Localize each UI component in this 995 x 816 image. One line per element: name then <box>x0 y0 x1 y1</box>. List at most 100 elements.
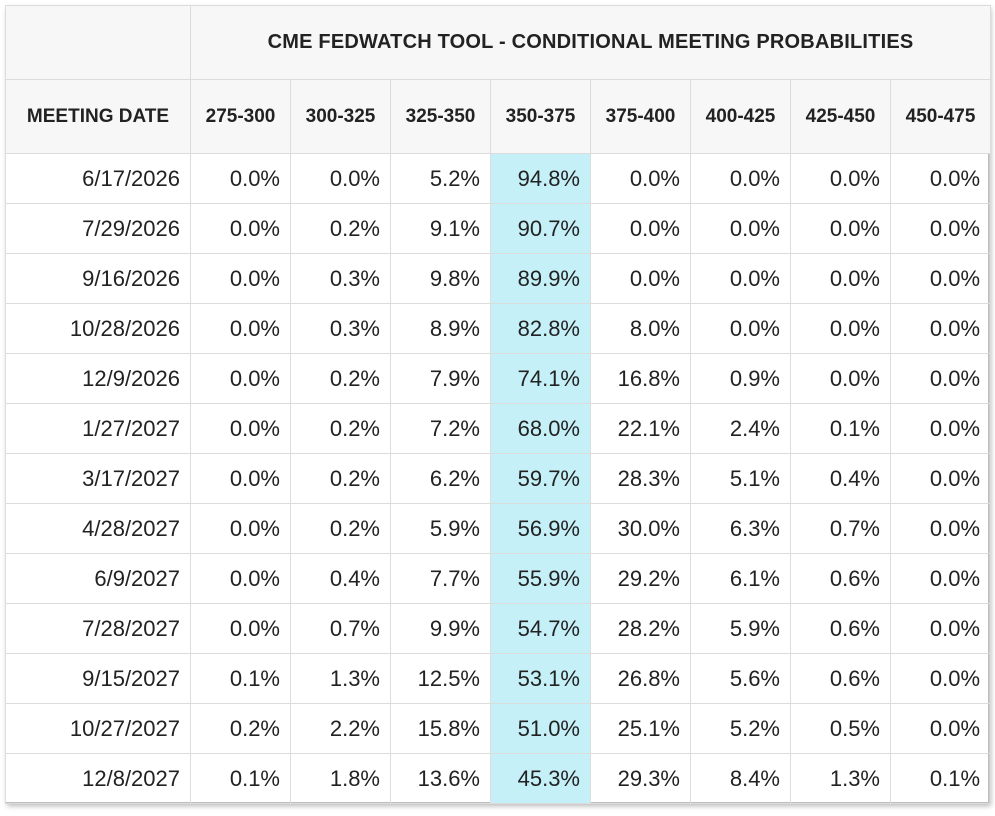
table-body: 6/17/2026 0.0% 0.0% 5.2% 94.8% 0.0% 0.0% 0.0% 0.… <box>5 153 992 804</box>
highlighted-probability-cell: 55.9% <box>490 553 591 604</box>
probability-cell: 0.0% <box>590 203 691 254</box>
column-header: 375-400 <box>590 79 691 154</box>
probability-cell: 0.0% <box>590 153 691 204</box>
probability-cell: 0.0% <box>889 253 992 304</box>
probability-cell: 0.0% <box>889 703 992 754</box>
table-title: CME FEDWATCH TOOL - CONDITIONAL MEETING … <box>189 5 992 80</box>
title-row: CME FEDWATCH TOOL - CONDITIONAL MEETING … <box>5 5 992 80</box>
probability-cell: 0.0% <box>190 153 291 204</box>
meeting-date-cell: 1/27/2027 <box>5 403 191 454</box>
probability-cell: 0.0% <box>889 153 992 204</box>
table-row: 12/9/2026 0.0% 0.2% 7.9% 74.1% 16.8% 0.9% 0.0% 0… <box>5 353 992 404</box>
meeting-date-cell: 7/29/2026 <box>5 203 191 254</box>
probability-cell: 0.0% <box>190 403 291 454</box>
table-row: 3/17/2027 0.0% 0.2% 6.2% 59.7% 28.3% 5.1% 0.4% 0… <box>5 453 992 504</box>
table-row: 10/27/2027 0.2% 2.2% 15.8% 51.0% 25.1% 5.2% 0.5… <box>5 703 992 754</box>
column-header: 300-325 <box>290 79 391 154</box>
probability-cell: 7.7% <box>390 553 491 604</box>
probability-cell: 0.1% <box>190 753 291 804</box>
probability-cell: 28.3% <box>590 453 691 504</box>
probability-cell: 0.0% <box>190 353 291 404</box>
table-row: 7/28/2027 0.0% 0.7% 9.9% 54.7% 28.2% 5.9% 0.6% 0… <box>5 603 992 654</box>
column-header: 325-350 <box>390 79 491 154</box>
meeting-date-cell: 9/16/2026 <box>5 253 191 304</box>
probability-cell: 0.0% <box>190 603 291 654</box>
probability-cell: 0.3% <box>290 303 391 354</box>
probability-cell: 25.1% <box>590 703 691 754</box>
highlighted-probability-cell: 54.7% <box>490 603 591 654</box>
highlighted-probability-cell: 74.1% <box>490 353 591 404</box>
meeting-date-cell: 6/9/2027 <box>5 553 191 604</box>
column-header: 275-300 <box>190 79 291 154</box>
probability-cell: 5.2% <box>390 153 491 204</box>
probability-cell: 0.0% <box>190 253 291 304</box>
highlighted-probability-cell: 68.0% <box>490 403 591 454</box>
column-header: 450-475 <box>889 79 992 154</box>
probability-cell: 0.0% <box>190 203 291 254</box>
probability-cell: 2.2% <box>290 703 391 754</box>
probability-cell: 7.2% <box>390 403 491 454</box>
probability-cell: 0.0% <box>790 353 891 404</box>
probability-cell: 1.8% <box>290 753 391 804</box>
meeting-date-cell: 10/28/2026 <box>5 303 191 354</box>
probability-cell: 13.6% <box>390 753 491 804</box>
meeting-date-cell: 3/17/2027 <box>5 453 191 504</box>
probability-cell: 8.0% <box>590 303 691 354</box>
table-row: 1/27/2027 0.0% 0.2% 7.2% 68.0% 22.1% 2.4% 0.1% 0… <box>5 403 992 454</box>
probability-cell: 0.5% <box>790 703 891 754</box>
table-row: 9/15/2027 0.1% 1.3% 12.5% 53.1% 26.8% 5.6% 0.6%… <box>5 653 992 704</box>
probability-cell: 0.0% <box>889 203 992 254</box>
highlighted-probability-cell: 51.0% <box>490 703 591 754</box>
highlighted-probability-cell: 82.8% <box>490 303 591 354</box>
table-row: 4/28/2027 0.0% 0.2% 5.9% 56.9% 30.0% 6.3% 0.7% 0… <box>5 503 992 554</box>
probability-cell: 16.8% <box>590 353 691 404</box>
highlighted-probability-cell: 94.8% <box>490 153 591 204</box>
meeting-date-cell: 12/9/2026 <box>5 353 191 404</box>
table-row: 6/9/2027 0.0% 0.4% 7.7% 55.9% 29.2% 6.1% 0.6% 0.… <box>5 553 992 604</box>
probability-cell: 0.0% <box>889 653 992 704</box>
probability-cell: 29.3% <box>590 753 691 804</box>
probability-cell: 7.9% <box>390 353 491 404</box>
probability-cell: 0.0% <box>190 503 291 554</box>
probability-cell: 30.0% <box>590 503 691 554</box>
probability-cell: 0.0% <box>790 153 891 204</box>
probability-cell: 12.5% <box>390 653 491 704</box>
probability-cell: 0.0% <box>690 153 791 204</box>
probability-cell: 0.0% <box>190 303 291 354</box>
column-header: 350-375 <box>490 79 591 154</box>
probability-cell: 0.0% <box>889 303 992 354</box>
meeting-date-cell: 6/17/2026 <box>5 153 191 204</box>
probability-cell: 0.0% <box>889 353 992 404</box>
table-row: 12/8/2027 0.1% 1.8% 13.6% 45.3% 29.3% 8.4% 1.3%… <box>5 753 992 804</box>
meeting-date-cell: 12/8/2027 <box>5 753 191 804</box>
probability-cell: 0.6% <box>790 653 891 704</box>
probability-cell: 15.8% <box>390 703 491 754</box>
probability-table: CME FEDWATCH TOOL - CONDITIONAL MEETING … <box>5 5 992 804</box>
column-header: 425-450 <box>790 79 891 154</box>
table-row: 7/29/2026 0.0% 0.2% 9.1% 90.7% 0.0% 0.0% 0.0% 0.… <box>5 203 992 254</box>
highlighted-probability-cell: 45.3% <box>490 753 591 804</box>
probability-cell: 0.9% <box>690 353 791 404</box>
probability-cell: 0.0% <box>790 203 891 254</box>
meeting-date-cell: 7/28/2027 <box>5 603 191 654</box>
probability-cell: 0.0% <box>690 253 791 304</box>
meeting-date-cell: 9/15/2027 <box>5 653 191 704</box>
table-row: 10/28/2026 0.0% 0.3% 8.9% 82.8% 8.0% 0.0% 0.0% 0… <box>5 303 992 354</box>
probability-cell: 5.2% <box>690 703 791 754</box>
probability-cell: 5.9% <box>690 603 791 654</box>
probability-cell: 0.6% <box>790 603 891 654</box>
probability-cell: 0.2% <box>290 353 391 404</box>
probability-cell: 0.4% <box>790 453 891 504</box>
probability-table-card: CME FEDWATCH TOOL - CONDITIONAL MEETING … <box>5 5 992 804</box>
probability-cell: 0.1% <box>790 403 891 454</box>
meeting-date-header: MEETING DATE <box>5 79 191 154</box>
highlighted-probability-cell: 89.9% <box>490 253 591 304</box>
meeting-date-cell: 4/28/2027 <box>5 503 191 554</box>
probability-cell: 0.0% <box>290 153 391 204</box>
probability-cell: 22.1% <box>590 403 691 454</box>
probability-cell: 0.1% <box>889 753 992 804</box>
table-row: 9/16/2026 0.0% 0.3% 9.8% 89.9% 0.0% 0.0% 0.0% 0.… <box>5 253 992 304</box>
probability-cell: 6.1% <box>690 553 791 604</box>
probability-cell: 0.0% <box>590 253 691 304</box>
probability-cell: 0.0% <box>690 203 791 254</box>
